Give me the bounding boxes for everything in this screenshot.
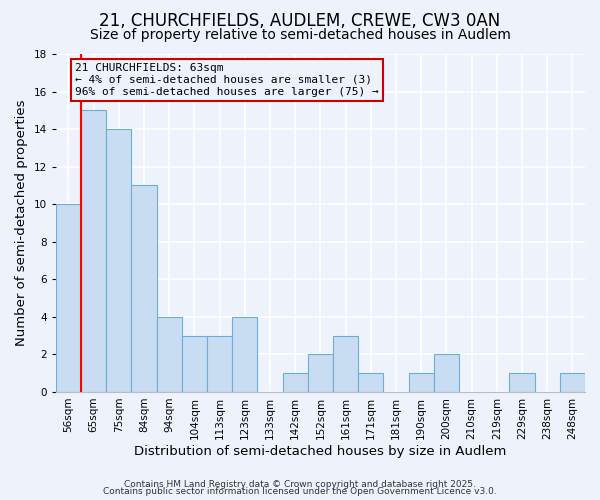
Text: 21 CHURCHFIELDS: 63sqm
← 4% of semi-detached houses are smaller (3)
96% of semi-: 21 CHURCHFIELDS: 63sqm ← 4% of semi-deta… bbox=[75, 64, 379, 96]
Text: Contains HM Land Registry data © Crown copyright and database right 2025.: Contains HM Land Registry data © Crown c… bbox=[124, 480, 476, 489]
Bar bbox=[131, 186, 157, 392]
Bar bbox=[509, 373, 535, 392]
Bar bbox=[81, 110, 106, 392]
Bar bbox=[207, 336, 232, 392]
Bar bbox=[358, 373, 383, 392]
Text: 21, CHURCHFIELDS, AUDLEM, CREWE, CW3 0AN: 21, CHURCHFIELDS, AUDLEM, CREWE, CW3 0AN bbox=[100, 12, 500, 30]
Bar bbox=[56, 204, 81, 392]
X-axis label: Distribution of semi-detached houses by size in Audlem: Distribution of semi-detached houses by … bbox=[134, 444, 506, 458]
Y-axis label: Number of semi-detached properties: Number of semi-detached properties bbox=[15, 100, 28, 346]
Text: Contains public sector information licensed under the Open Government Licence v3: Contains public sector information licen… bbox=[103, 487, 497, 496]
Bar bbox=[333, 336, 358, 392]
Bar bbox=[182, 336, 207, 392]
Bar bbox=[434, 354, 459, 392]
Bar bbox=[409, 373, 434, 392]
Bar bbox=[560, 373, 585, 392]
Bar bbox=[106, 129, 131, 392]
Bar bbox=[232, 317, 257, 392]
Bar bbox=[283, 373, 308, 392]
Text: Size of property relative to semi-detached houses in Audlem: Size of property relative to semi-detach… bbox=[89, 28, 511, 42]
Bar bbox=[157, 317, 182, 392]
Bar bbox=[308, 354, 333, 392]
